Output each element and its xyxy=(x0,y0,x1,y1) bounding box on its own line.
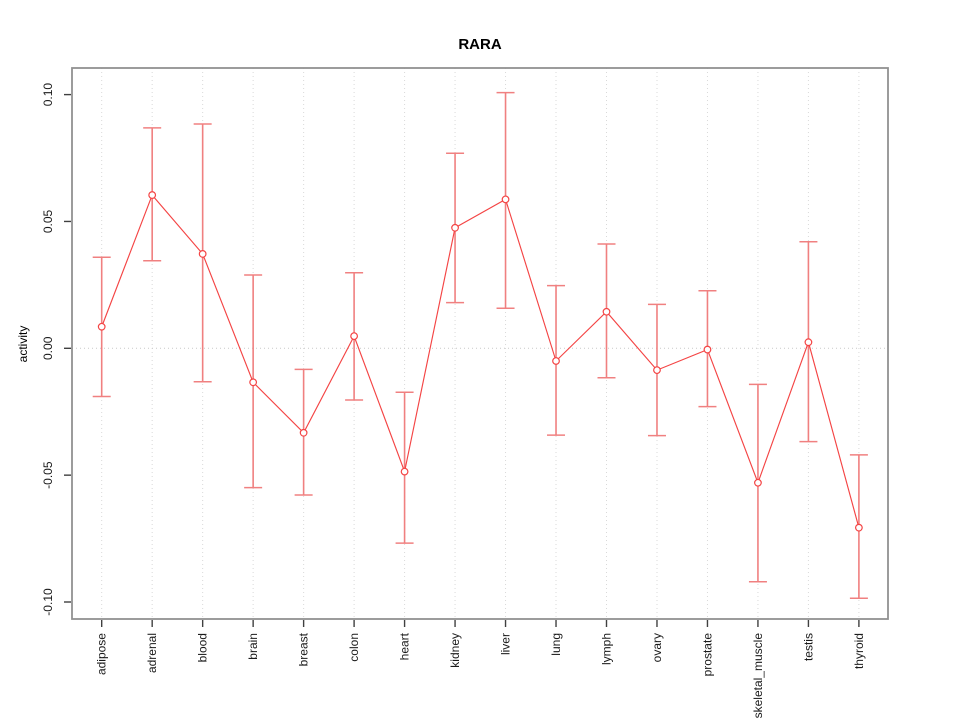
x-tick-label: kidney xyxy=(448,633,462,668)
chart-title: RARA xyxy=(458,36,501,53)
x-tick-label: adipose xyxy=(95,633,109,675)
data-point xyxy=(653,366,661,375)
y-axis-label: activity xyxy=(16,326,30,363)
data-point xyxy=(501,195,510,204)
data-point xyxy=(855,523,863,532)
x-tick-label: liver xyxy=(499,633,513,655)
y-tick-label: 0.10 xyxy=(41,83,55,107)
data-point xyxy=(400,467,409,476)
y-tick-label: -0.05 xyxy=(41,461,55,489)
x-tick-label: lymph xyxy=(600,633,614,665)
data-point xyxy=(198,250,207,258)
plot-border xyxy=(71,67,889,620)
x-tick-label: lung xyxy=(549,633,563,656)
data-line xyxy=(101,193,860,528)
data-point xyxy=(602,307,611,316)
x-tick-label: colon xyxy=(347,633,361,662)
data-point xyxy=(350,332,359,341)
x-tick-label: adrenal xyxy=(145,633,159,673)
data-point xyxy=(249,378,258,387)
data-point xyxy=(451,223,459,232)
x-tick-label: skeletal_muscle xyxy=(751,633,765,719)
data-point xyxy=(804,338,813,347)
data-point xyxy=(299,428,308,437)
x-tick-label: prostate xyxy=(700,633,714,677)
y-tick-label: 0.00 xyxy=(41,336,55,360)
y-tick-label: -0.10 xyxy=(41,588,55,616)
data-point xyxy=(703,345,712,354)
x-tick-label: blood xyxy=(196,633,210,662)
x-tick-label: thyroid xyxy=(852,633,866,669)
y-tick-label: 0.05 xyxy=(41,209,55,233)
data-point xyxy=(148,191,157,199)
x-tick-label: ovary xyxy=(650,633,664,662)
data-point xyxy=(754,478,762,487)
data-point xyxy=(552,357,560,365)
x-tick-label: breast xyxy=(297,632,311,666)
x-tick-label: brain xyxy=(246,633,260,660)
x-tick-label: heart xyxy=(398,632,412,660)
data-point xyxy=(97,322,106,331)
x-tick-label: testis xyxy=(801,633,815,661)
